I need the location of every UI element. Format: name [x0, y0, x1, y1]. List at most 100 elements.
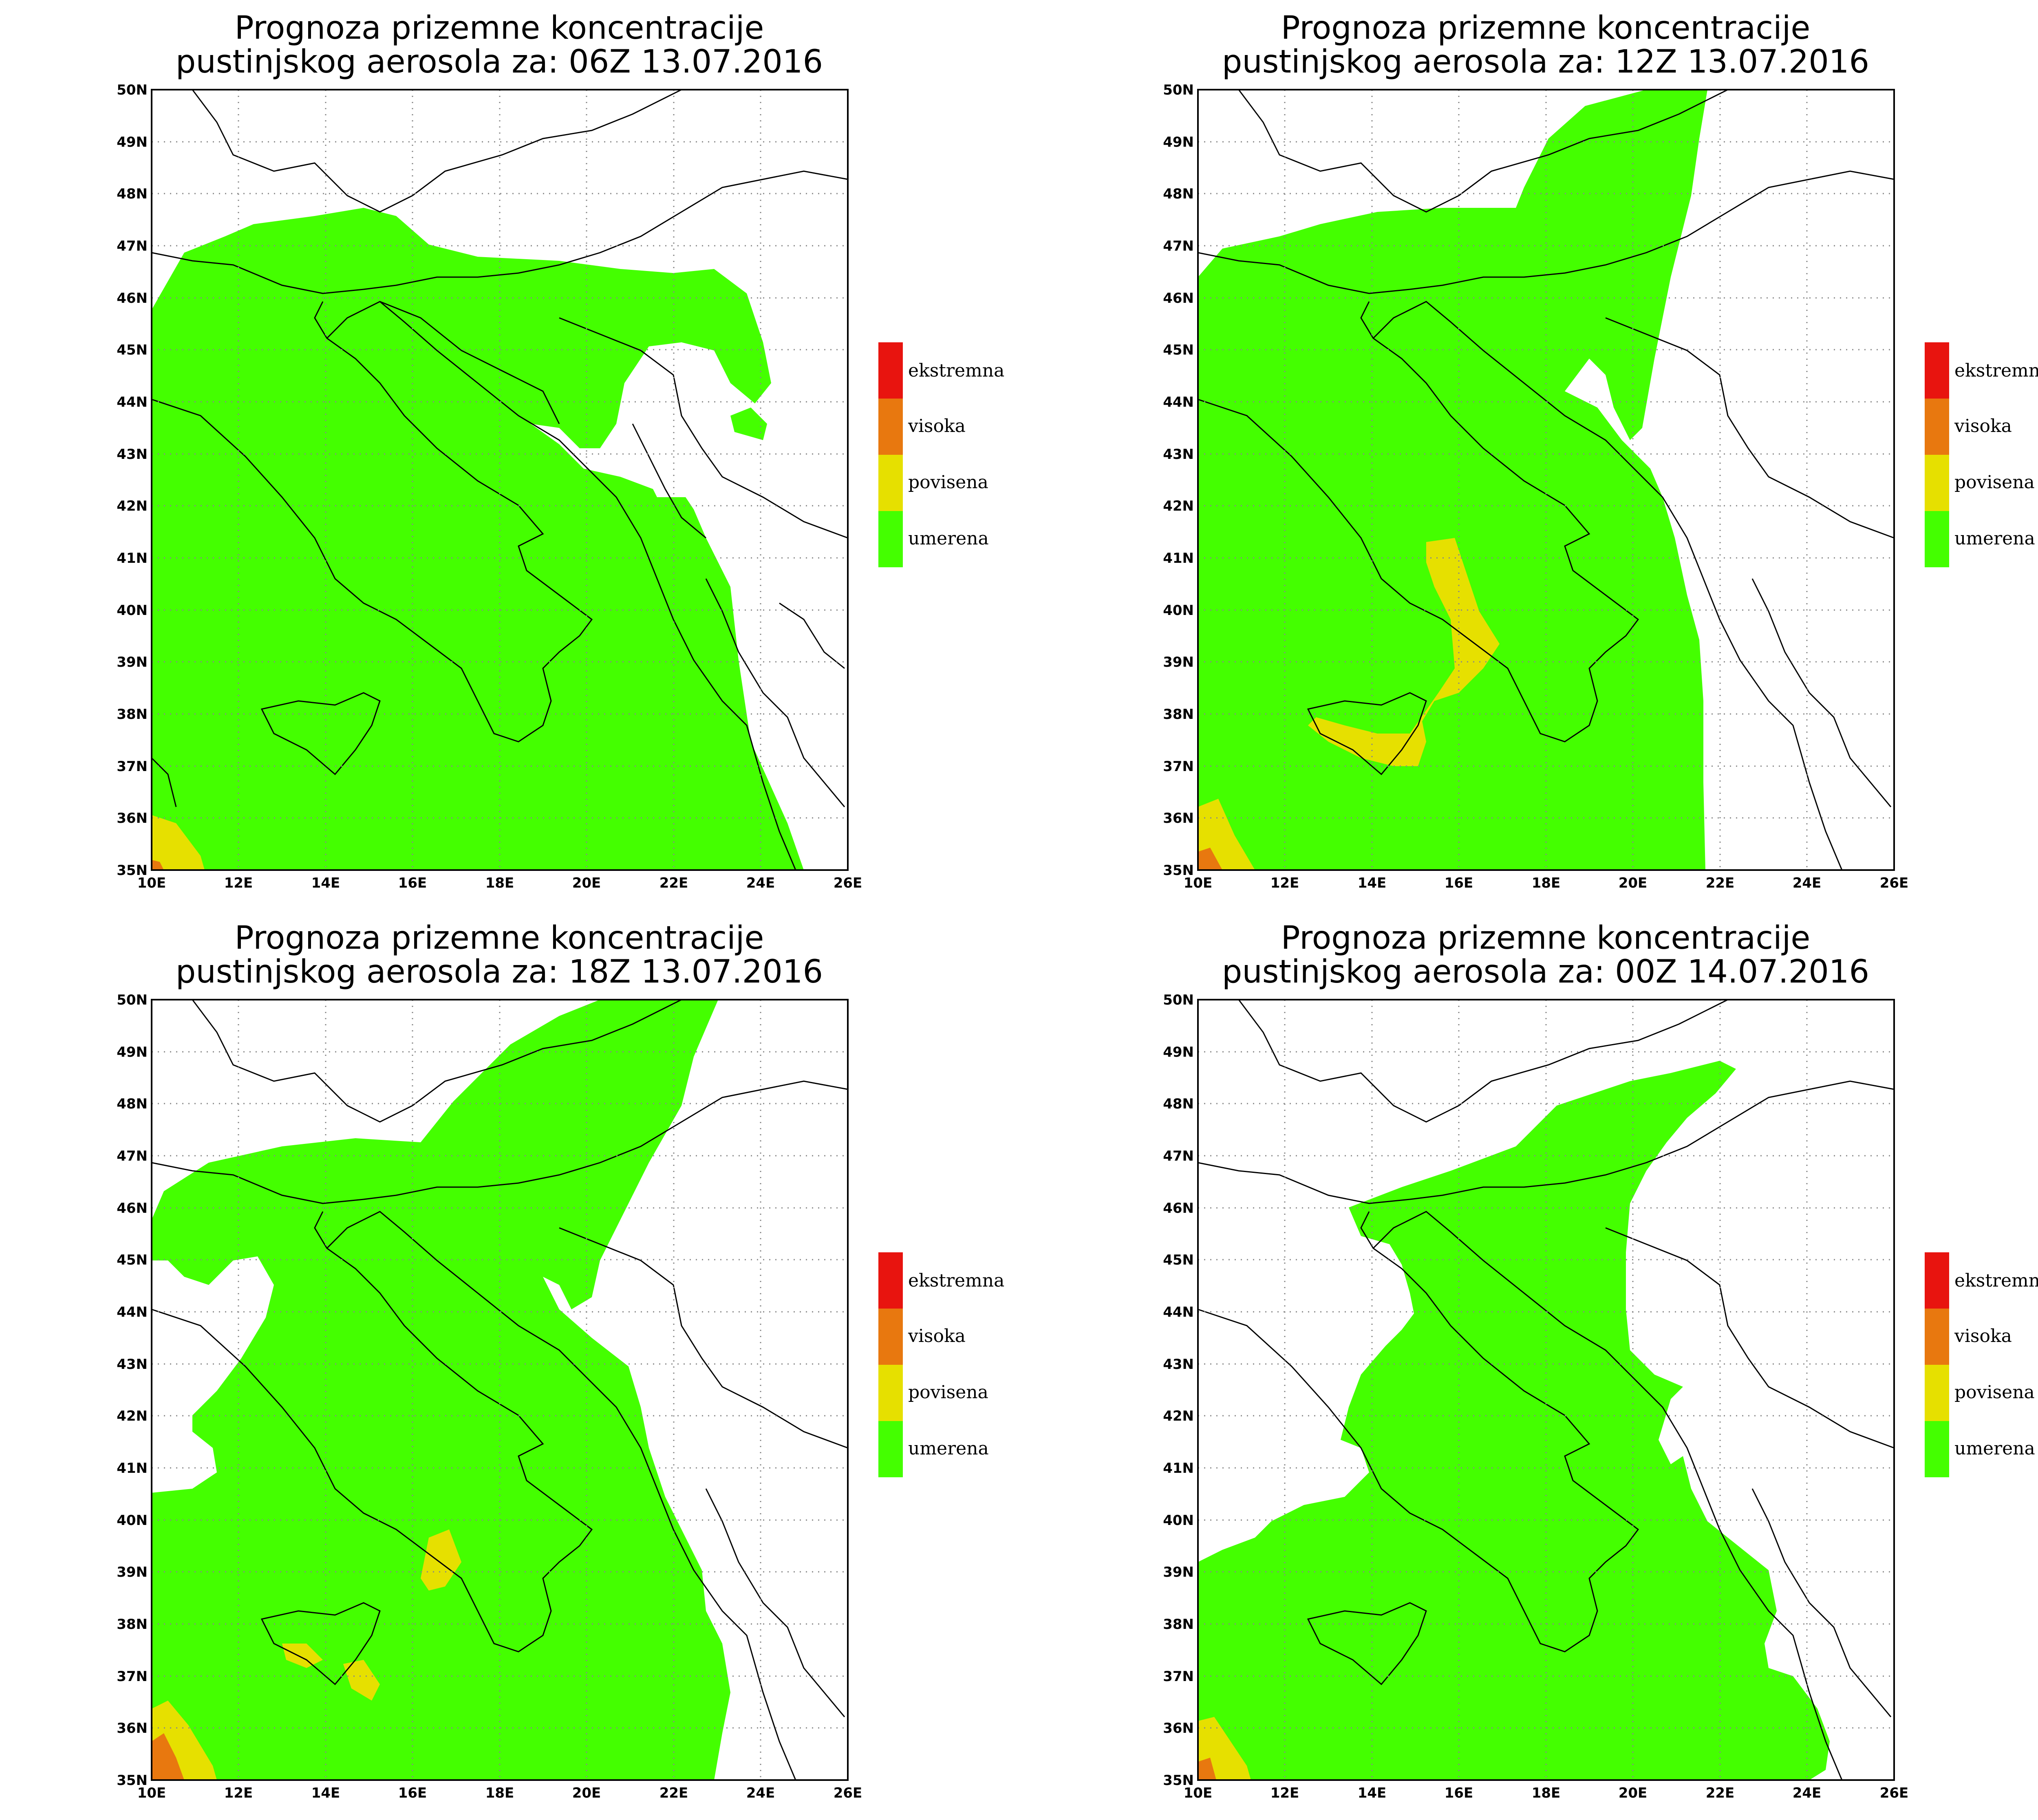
map-svg: Prognoza prizemne koncentracije pustinjs…	[1163, 920, 2038, 1801]
panel-title-line1: Prognoza prizemne koncentracije	[235, 920, 764, 956]
svg-text:26E: 26E	[1880, 1785, 1909, 1801]
svg-text:35N: 35N	[1163, 862, 1194, 879]
svg-text:41N: 41N	[1163, 550, 1194, 566]
svg-text:46N: 46N	[117, 290, 148, 306]
svg-text:49N: 49N	[1163, 134, 1194, 150]
panel-title-line1: Prognoza prizemne koncentracije	[1281, 10, 1811, 46]
svg-text:40N: 40N	[1163, 602, 1194, 619]
map-frame	[1197, 89, 1895, 871]
lon-labels: 10E 12E 14E 16E 18E 20E 22E 24E 26E	[1184, 1785, 1909, 1801]
map-panel-18z: Prognoza prizemne koncentracije pustinjs…	[0, 910, 1046, 1820]
map-panel-00z: Prognoza prizemne koncentracije pustinjs…	[1046, 910, 2038, 1820]
svg-text:37N: 37N	[117, 758, 148, 775]
svg-text:47N: 47N	[117, 238, 148, 254]
legend-label-umerena: umerena	[1954, 528, 2035, 549]
svg-text:39N: 39N	[117, 1564, 148, 1580]
svg-text:26E: 26E	[1880, 875, 1909, 891]
svg-text:24E: 24E	[1793, 1785, 1822, 1801]
svg-text:42N: 42N	[1163, 1408, 1194, 1424]
map-frame	[1197, 999, 1895, 1781]
svg-text:38N: 38N	[117, 1616, 148, 1633]
coastlines	[151, 89, 848, 870]
legend-label-povisena: povisena	[908, 472, 988, 493]
map-svg: Prognoza prizemne koncentracije pustinjs…	[1163, 10, 2038, 891]
svg-text:24E: 24E	[746, 1785, 775, 1801]
svg-text:12E: 12E	[224, 1785, 253, 1801]
svg-text:46N: 46N	[1163, 290, 1194, 306]
svg-text:40N: 40N	[1163, 1512, 1194, 1529]
svg-text:35N: 35N	[117, 1772, 148, 1789]
lat-labels: 35N 36N 37N 38N 39N 40N 41N 42N 43N 44N 45N 46N 47N 4…	[117, 992, 148, 1789]
svg-text:47N: 47N	[1163, 238, 1194, 254]
panel-title-line2: pustinjskog aerosola za: 12Z 13.07.2016	[1222, 44, 1869, 80]
svg-text:49N: 49N	[1163, 1044, 1194, 1060]
svg-text:44N: 44N	[1163, 394, 1194, 410]
svg-text:36N: 36N	[117, 810, 148, 826]
umerena-area	[152, 208, 804, 870]
svg-text:42N: 42N	[117, 1408, 148, 1424]
svg-text:39N: 39N	[1163, 654, 1194, 670]
svg-text:35N: 35N	[117, 862, 148, 879]
svg-text:26E: 26E	[834, 875, 862, 891]
svg-text:24E: 24E	[746, 875, 775, 891]
svg-text:37N: 37N	[1163, 758, 1194, 775]
coastlines	[1198, 89, 1895, 870]
svg-text:39N: 39N	[1163, 1564, 1194, 1580]
svg-text:41N: 41N	[1163, 1460, 1194, 1476]
svg-text:43N: 43N	[117, 1356, 148, 1373]
svg-text:22E: 22E	[659, 1785, 688, 1801]
svg-text:36N: 36N	[1163, 810, 1194, 826]
svg-text:22E: 22E	[1706, 1785, 1735, 1801]
legend-label-visoka: visoka	[1954, 416, 2012, 436]
svg-text:12E: 12E	[1270, 875, 1299, 891]
map-frame	[151, 89, 849, 871]
svg-text:18E: 18E	[485, 1785, 514, 1801]
svg-text:10E: 10E	[1184, 875, 1213, 891]
svg-text:35N: 35N	[1163, 1772, 1194, 1789]
map-panel-12z: Prognoza prizemne koncentracije pustinjs…	[1046, 0, 2038, 910]
svg-text:43N: 43N	[1163, 446, 1194, 463]
svg-text:46N: 46N	[117, 1200, 148, 1216]
lon-labels: 10E 12E 14E 16E 18E 20E 22E 24E 26E	[137, 875, 862, 891]
lat-labels: 35N 36N 37N 38N 39N 40N 41N 42N 43N 44N 45N 46N 47N 4…	[1163, 82, 1194, 879]
map-frame	[151, 999, 849, 1781]
map-panel-06z: Prognoza prizemne koncentracije pustinjs…	[0, 0, 1046, 910]
svg-text:10E: 10E	[1184, 1785, 1213, 1801]
svg-text:48N: 48N	[1163, 1096, 1194, 1112]
svg-text:18E: 18E	[485, 875, 514, 891]
svg-text:38N: 38N	[117, 706, 148, 723]
svg-text:45N: 45N	[117, 1252, 148, 1268]
lat-labels: 35N 36N 37N 38N 39N 40N 41N 42N 43N 44N 45N 46N 47N 4…	[117, 82, 148, 879]
svg-text:36N: 36N	[1163, 1720, 1194, 1736]
svg-text:43N: 43N	[1163, 1356, 1194, 1373]
svg-text:22E: 22E	[659, 875, 688, 891]
svg-text:50N: 50N	[117, 82, 148, 98]
legend: ekstremna visoka povisena umerena	[1925, 1252, 2038, 1477]
panel-title-line1: Prognoza prizemne koncentracije	[235, 10, 764, 46]
panel-title-line2: pustinjskog aerosola za: 06Z 13.07.2016	[176, 44, 823, 80]
lon-labels: 10E 12E 14E 16E 18E 20E 22E 24E 26E	[1184, 875, 1909, 891]
svg-text:12E: 12E	[1270, 1785, 1299, 1801]
svg-text:44N: 44N	[117, 1304, 148, 1320]
svg-text:12E: 12E	[224, 875, 253, 891]
svg-text:45N: 45N	[1163, 342, 1194, 358]
svg-text:20E: 20E	[572, 875, 601, 891]
legend-label-visoka: visoka	[908, 1326, 966, 1346]
legend-label-ekstremna: ekstremna	[1954, 1270, 2038, 1291]
svg-text:36N: 36N	[117, 1720, 148, 1736]
svg-text:14E: 14E	[1358, 875, 1387, 891]
svg-text:26E: 26E	[834, 1785, 862, 1801]
svg-text:20E: 20E	[1619, 875, 1648, 891]
svg-text:38N: 38N	[1163, 1616, 1194, 1633]
panel-title-line1: Prognoza prizemne koncentracije	[1281, 920, 1811, 956]
svg-text:14E: 14E	[311, 1785, 340, 1801]
map-svg: Prognoza prizemne koncentracije pustinjs…	[117, 920, 1004, 1801]
legend-label-povisena: povisena	[1954, 1382, 2035, 1403]
svg-text:42N: 42N	[117, 498, 148, 514]
svg-text:41N: 41N	[117, 550, 148, 566]
svg-text:14E: 14E	[311, 875, 340, 891]
svg-text:37N: 37N	[117, 1668, 148, 1685]
umerena-area	[1198, 90, 1707, 870]
svg-text:48N: 48N	[117, 1096, 148, 1112]
svg-text:39N: 39N	[117, 654, 148, 670]
